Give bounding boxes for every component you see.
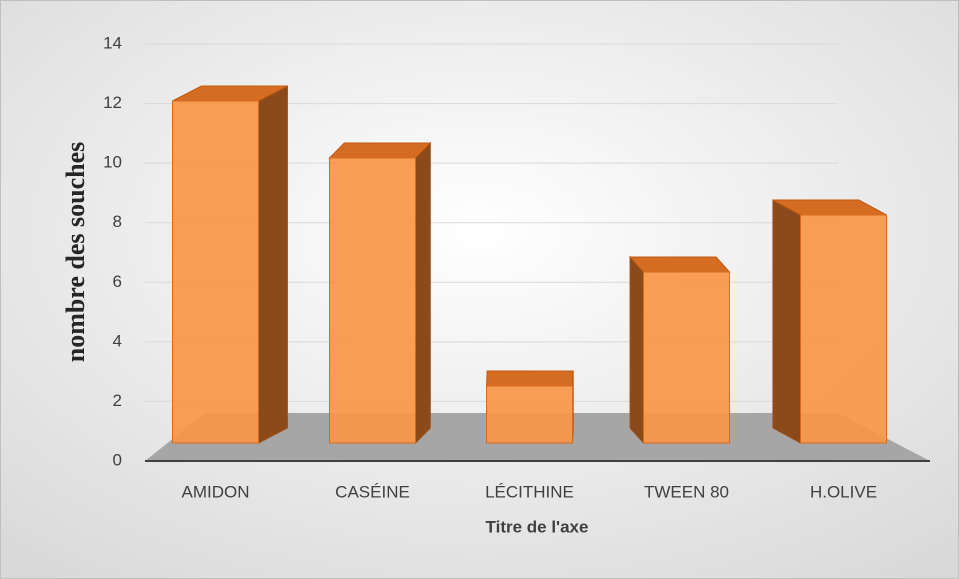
bar [800, 214, 887, 444]
bar [329, 157, 416, 444]
x-tick-label: AMIDON [182, 482, 250, 501]
bar-top [485, 370, 574, 387]
x-tick-label: CASÉINE [335, 482, 410, 501]
x-tick-label: LÉCITHINE [485, 482, 574, 501]
y-tick-label: 4 [113, 331, 122, 350]
y-tick-label: 0 [113, 450, 122, 469]
bar [172, 100, 259, 444]
bar [643, 271, 730, 444]
bar-top [628, 256, 731, 273]
y-axis-title: nombre des souches [61, 142, 90, 363]
x-axis-title: Titre de l'axe [486, 517, 589, 536]
bar-side [258, 85, 288, 444]
x-tick-label: TWEEN 80 [644, 482, 729, 501]
bar-top [328, 142, 432, 159]
x-tick-label: H.OLIVE [810, 482, 877, 501]
y-tick-label: 6 [113, 272, 122, 291]
y-tick-label: 10 [103, 153, 122, 172]
bar-side [415, 141, 431, 445]
bar-side [772, 199, 801, 444]
y-tick-label: 14 [103, 33, 122, 52]
y-tick-label: 8 [113, 212, 122, 231]
bar-side [629, 255, 644, 445]
y-tick-label: 12 [103, 93, 122, 112]
bar [486, 385, 573, 444]
y-tick-label: 2 [113, 391, 122, 410]
